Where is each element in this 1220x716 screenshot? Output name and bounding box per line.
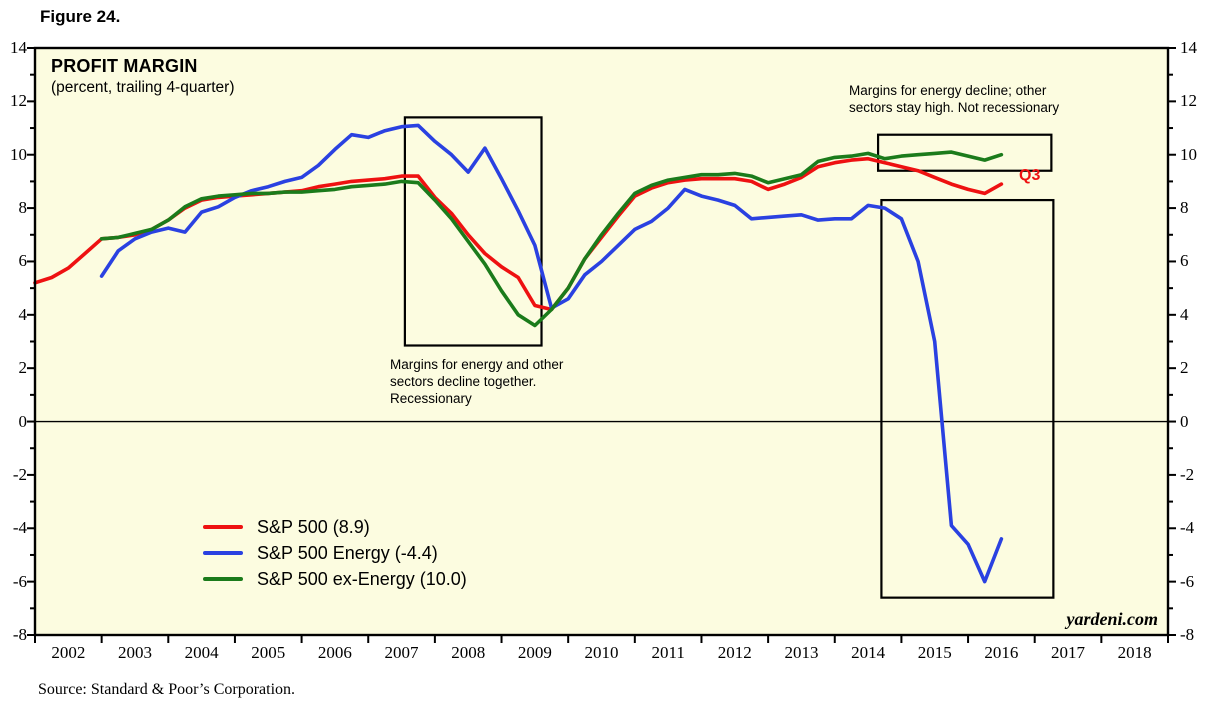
recessionary-box [403, 116, 543, 347]
source-attribution: Source: Standard & Poor’s Corporation. [38, 681, 296, 698]
legend-item-sp500: S&P 500 (8.9) [203, 514, 467, 540]
legend-item-sp500-ex-energy: S&P 500 ex-Energy (10.0) [203, 566, 467, 592]
yardeni-watermark: yardeni.com [1066, 609, 1159, 629]
plot-background [35, 48, 1168, 635]
legend-item-sp500-energy: S&P 500 Energy (-4.4) [203, 540, 467, 566]
series-line-sp500-ex-energy [99, 150, 1004, 328]
plot-area-overlay: PROFIT MARGIN (percent, trailing 4-quart… [35, 48, 1168, 635]
legend-swatch-sp500-energy [203, 551, 243, 555]
not-recessionary-box-bottom [880, 198, 1055, 599]
not-recessionary-box-top [876, 133, 1053, 172]
plot-frame [33, 46, 1170, 637]
legend-label-sp500: S&P 500 (8.9) [257, 516, 370, 537]
legend-label-sp500-ex-energy: S&P 500 ex-Energy (10.0) [257, 568, 467, 589]
annotation-not-recessionary: Margins for energy decline; other sector… [849, 83, 1060, 115]
latest-quarter-label: Q3 [1019, 167, 1041, 184]
legend-swatch-sp500 [203, 525, 243, 529]
chart-legend: S&P 500 (8.9) S&P 500 Energy (-4.4) S&P 50… [203, 514, 467, 592]
chart-title: PROFIT MARGIN [51, 56, 198, 76]
annotation-recessionary: Margins for energy and other sectors dec… [390, 357, 564, 406]
legend-label-sp500-energy: S&P 500 Energy (-4.4) [257, 542, 438, 563]
legend-swatch-sp500-ex-energy [203, 577, 243, 581]
chart-subtitle: (percent, trailing 4-quarter) [51, 79, 235, 96]
figure-number-label: Figure 24. [40, 7, 121, 26]
